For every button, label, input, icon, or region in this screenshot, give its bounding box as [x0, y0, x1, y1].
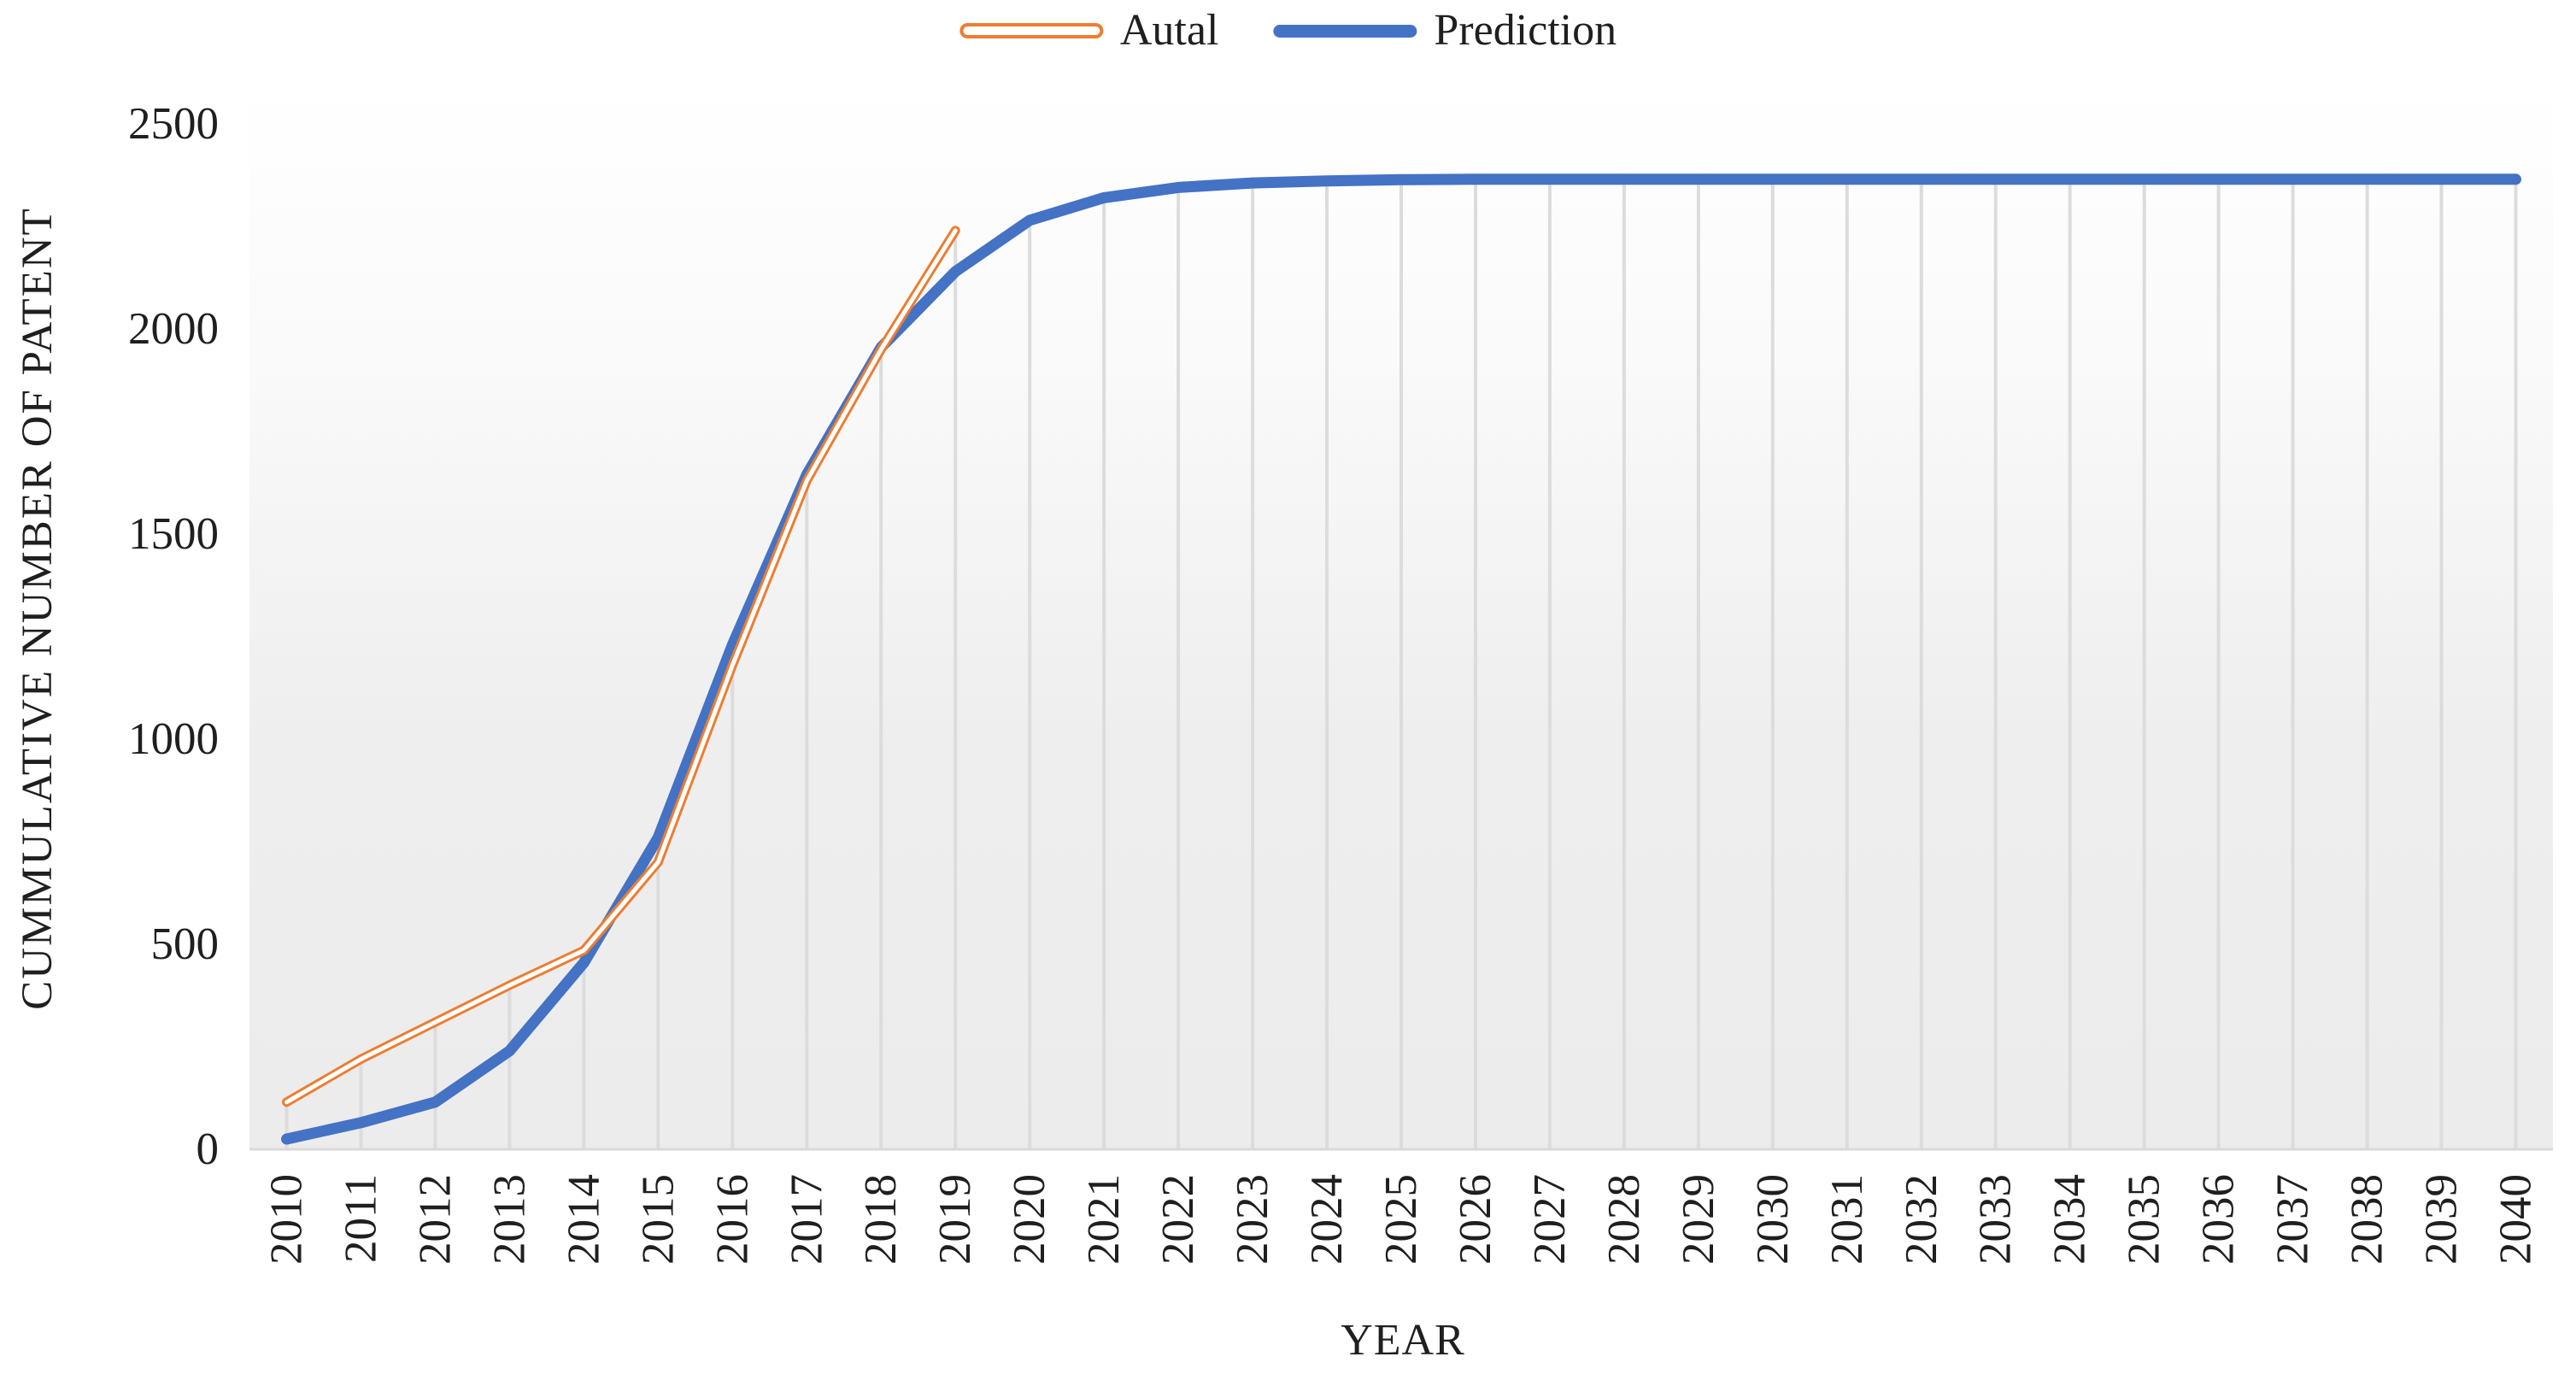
prediction-series-line [281, 173, 2521, 1145]
autal-legend-label: Autal [1119, 6, 1219, 55]
prediction-line-marker [1273, 24, 1417, 38]
y-tick-label: 0 [197, 1125, 220, 1174]
x-tick-label: 2027 [1525, 1174, 1575, 1265]
x-tick-label: 2029 [1674, 1174, 1723, 1265]
x-tick-label: 2022 [1153, 1174, 1203, 1265]
legend-item-prediction: Prediction [1273, 9, 1617, 53]
x-tick-label: 2017 [782, 1174, 831, 1265]
series-lines-layer [281, 173, 2521, 1145]
x-tick-label: 2021 [1079, 1174, 1129, 1265]
y-tick-label: 500 [151, 919, 220, 969]
x-tick-label: 2035 [2120, 1174, 2169, 1265]
legend-item-autal: Autal [959, 6, 1219, 55]
x-tick-label: 2032 [1897, 1174, 1946, 1265]
y-tick-label: 2000 [128, 304, 219, 354]
x-tick-label: 2014 [559, 1174, 608, 1265]
y-tick-label: 2500 [128, 99, 219, 149]
x-tick-label: 2024 [1302, 1174, 1352, 1265]
x-tick-label: 2034 [2045, 1174, 2095, 1265]
y-tick-label: 1000 [128, 714, 219, 764]
x-axis-title: YEAR [1341, 1316, 1465, 1365]
x-tick-label: 2026 [1451, 1174, 1500, 1265]
x-tick-label: 2040 [2491, 1174, 2541, 1265]
x-tick-label: 2038 [2343, 1174, 2392, 1265]
x-tick-label: 2010 [262, 1174, 312, 1265]
y-tick-label: 1500 [128, 509, 219, 559]
x-tick-label: 2039 [2417, 1174, 2467, 1265]
x-tick-label: 2028 [1599, 1174, 1649, 1265]
prediction-legend-label: Prediction [1434, 6, 1617, 55]
autal-series-line-core [285, 228, 958, 1105]
x-tick-label: 2037 [2268, 1174, 2318, 1265]
x-tick-label: 2012 [410, 1174, 460, 1265]
x-tick-label: 2013 [484, 1174, 534, 1265]
x-tick-label: 2031 [1822, 1174, 1872, 1265]
x-tick-label: 2019 [930, 1174, 980, 1265]
x-tick-label: 2025 [1376, 1174, 1426, 1265]
x-axis-tick-labels: 2010 2011 2012 2013 2014 2015 2016 2017 2018 2019… [262, 1174, 2541, 1265]
x-tick-label: 2016 [707, 1174, 757, 1265]
x-tick-label: 2036 [2194, 1174, 2244, 1265]
x-tick-label: 2015 [633, 1174, 683, 1265]
autal-line-marker [959, 23, 1103, 38]
x-tick-label: 2023 [1228, 1174, 1277, 1265]
x-tick-label: 2011 [337, 1174, 386, 1263]
x-tick-label: 2033 [1971, 1174, 2021, 1265]
x-tick-label: 2030 [1748, 1174, 1798, 1265]
x-tick-label: 2020 [1005, 1174, 1054, 1265]
legend: Autal Prediction [959, 9, 1617, 53]
y-axis-tick-labels: 0 500 1000 1500 2000 2500 [128, 99, 219, 1174]
drop-lines-layer [285, 179, 2518, 1149]
x-tick-label: 2018 [856, 1174, 906, 1265]
